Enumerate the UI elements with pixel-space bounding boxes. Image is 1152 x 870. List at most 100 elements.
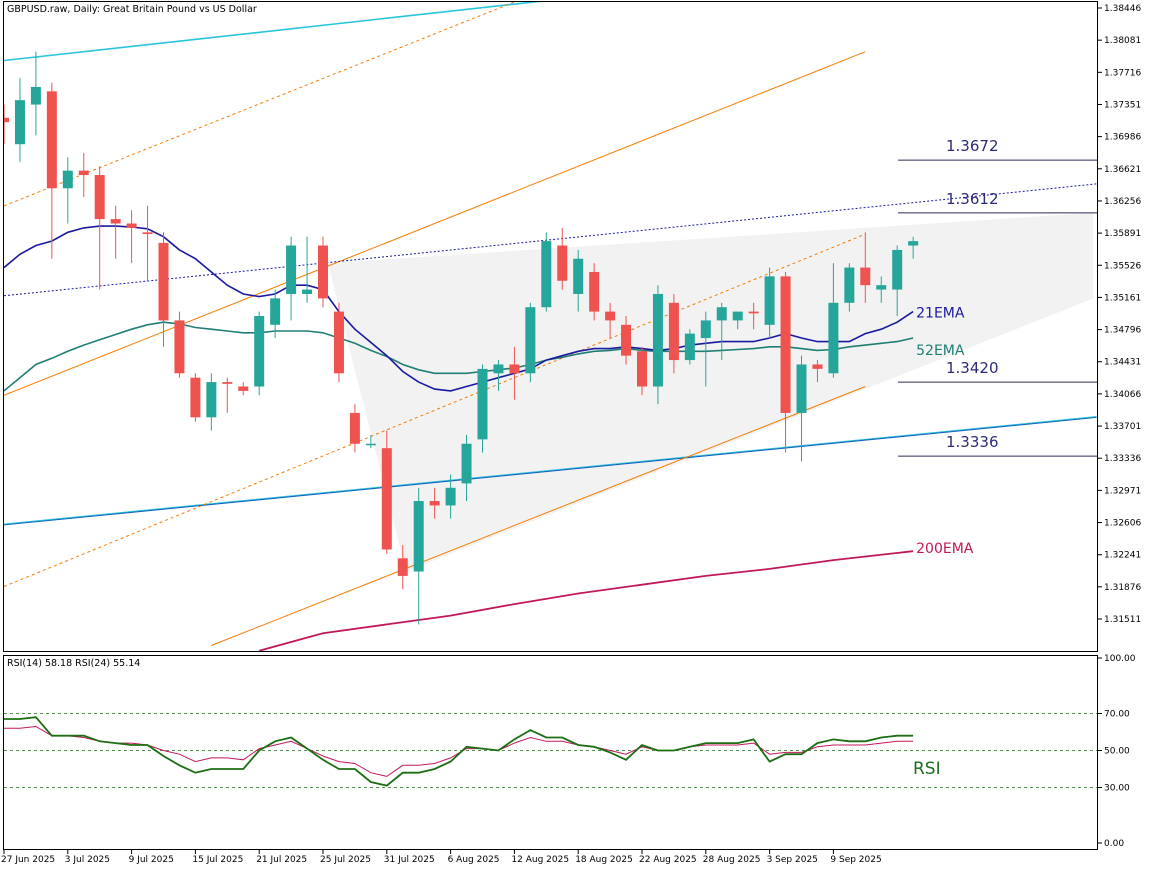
date-tick-label: 27 Jun 2025 [1, 855, 55, 865]
candle-body [413, 501, 424, 572]
candle-body [397, 558, 408, 576]
rsi-tick-label: 100.00 [1104, 654, 1136, 664]
candle-body [557, 245, 568, 281]
candle [126, 210, 137, 264]
candle [4, 104, 9, 145]
candle-body [764, 276, 775, 325]
candle-body [62, 170, 73, 189]
price-tick-label: 1.36986 [1104, 133, 1141, 143]
trend-lines [4, 2, 1097, 646]
candle [557, 227, 568, 290]
candle-body [525, 307, 536, 374]
level-label-3: 1.3336 [946, 433, 999, 451]
candle-body [780, 276, 791, 413]
candle-body [254, 316, 265, 387]
cyan-trend-support [4, 416, 1097, 525]
rsi-panel-frame [3, 655, 1098, 850]
wedge-shading [327, 212, 1094, 572]
candle-body [142, 232, 153, 235]
candle [46, 82, 57, 259]
candle [541, 232, 552, 312]
candle [397, 545, 408, 590]
date-tick-label: 9 Sep 2025 [830, 855, 881, 865]
candle-body [270, 298, 281, 325]
ema200-line [258, 550, 914, 651]
date-tick-label: 31 Jul 2025 [384, 855, 435, 865]
candle [716, 302, 727, 361]
candle-body [222, 382, 233, 384]
candle-body [206, 382, 217, 418]
horizontal-levels: 1.3672 1.3612 1.3420 1.3336 21EMA 52EMA 200EMA [898, 137, 1097, 557]
candle [158, 232, 169, 347]
candle [174, 311, 185, 378]
price-tick-label: 1.32971 [1104, 486, 1141, 496]
candle [876, 276, 887, 303]
blue-trend-support [4, 416, 1097, 526]
candle-body [844, 267, 855, 303]
candle-body [333, 311, 344, 374]
rsi-panel: 100.00 70.00 50.00 30.00 0.00 RSI [4, 654, 1136, 849]
candle [429, 487, 440, 519]
date-tick-label: 22 Aug 2025 [639, 855, 697, 865]
price-tick-label: 1.31511 [1104, 615, 1141, 625]
candle-body [637, 351, 647, 387]
candle [286, 236, 297, 321]
channel-upper-solid [4, 51, 866, 396]
candle-body [349, 412, 360, 444]
candle-body [541, 241, 552, 308]
candle [493, 360, 504, 391]
price-tick-label: 1.33701 [1104, 422, 1141, 432]
candle-body [652, 293, 663, 387]
ema52-line [4, 321, 914, 392]
price-tick-label: 1.38081 [1104, 36, 1141, 46]
candle [637, 346, 647, 396]
candle [110, 205, 121, 259]
candle [461, 434, 472, 502]
cyan-trend-upper [4, 2, 541, 62]
candle-body [110, 219, 121, 224]
date-tick-label: 12 Aug 2025 [511, 855, 569, 865]
candle-body [589, 271, 600, 312]
candle-body [4, 117, 9, 123]
candle [365, 434, 376, 449]
price-tick-label: 1.34796 [1104, 326, 1141, 336]
candle-body [381, 448, 392, 550]
candle-body [318, 245, 328, 299]
candle [764, 267, 775, 339]
rsi-annotation: RSI [913, 759, 941, 779]
price-tick-label: 1.35161 [1104, 293, 1141, 303]
candle-body [30, 86, 41, 105]
candle-body [876, 285, 887, 290]
candle-body [668, 302, 679, 361]
candle [413, 487, 424, 625]
ema21-label: 21EMA [916, 306, 965, 322]
candle [509, 346, 520, 400]
ema52-label: 52EMA [916, 343, 965, 359]
date-tick-label: 21 Jul 2025 [256, 855, 307, 865]
candle-body [286, 245, 297, 294]
rsi-tick-label: 30.00 [1104, 784, 1130, 794]
price-tick-label: 1.31876 [1104, 583, 1141, 593]
candle [748, 302, 759, 330]
candle [780, 271, 791, 453]
price-panel-frame [3, 1, 1098, 652]
price-tick-label: 1.37351 [1104, 100, 1141, 110]
candle-body [365, 443, 376, 446]
ema21-line [4, 225, 914, 392]
candle-body [732, 311, 743, 321]
price-tick-label: 1.37716 [1104, 68, 1141, 78]
candle-body [429, 501, 440, 506]
candle-body [14, 100, 25, 145]
candle [190, 373, 201, 422]
candle-body [190, 377, 201, 418]
candle [270, 289, 281, 339]
channel-mid-dotted [4, 233, 866, 587]
date-tick-label: 28 Aug 2025 [703, 855, 761, 865]
candle [30, 51, 41, 136]
candle [349, 404, 360, 453]
wedge-upper-dotted [4, 183, 1097, 297]
candle [477, 364, 488, 453]
candle-body [126, 223, 137, 228]
candle [652, 285, 663, 405]
candle [14, 78, 25, 162]
